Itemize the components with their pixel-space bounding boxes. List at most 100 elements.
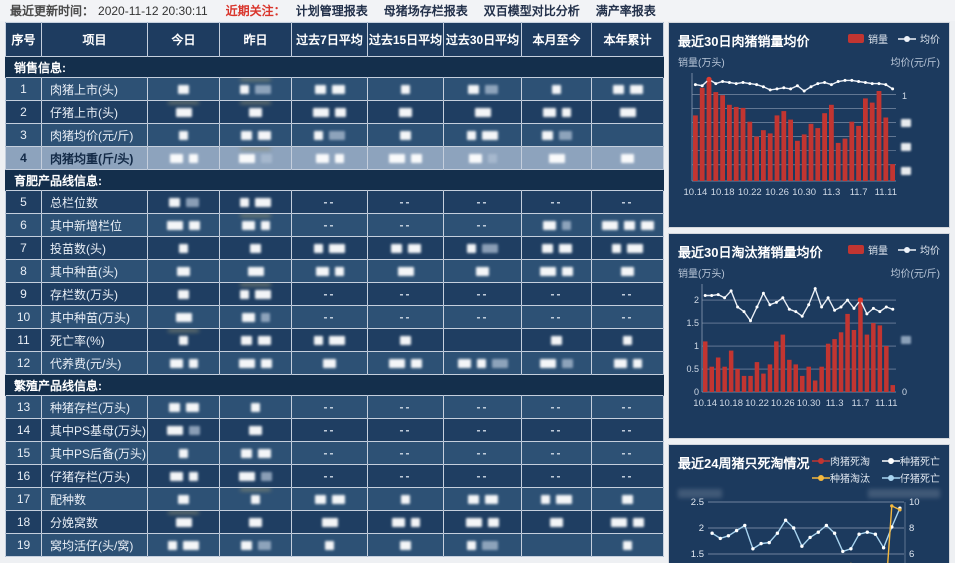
row-value-cell: [291, 533, 368, 557]
redacted-value: [185, 403, 199, 413]
table-row-1[interactable]: 1 肉猪上市(头): [5, 77, 664, 101]
legend-item-种猪死亡[interactable]: 种猪死亡: [882, 453, 940, 468]
no-data-dash: --: [476, 287, 489, 301]
row-value-cell: [147, 328, 220, 352]
report-link-2[interactable]: 双百模型对比分析: [483, 4, 580, 18]
row-value-cell: [521, 351, 592, 375]
row-value-cell: [291, 146, 368, 170]
no-data-dash: --: [399, 218, 412, 232]
chart-title: 最近24周猪只死淘情况: [678, 456, 810, 471]
row-value-cell: [591, 328, 664, 352]
row-value-cell: [443, 236, 522, 260]
metrics-table: 序号 项目 今日 昨日 过去7日平均 过去15日平均 过去30日平均 本月至今 本年累计 销售信息…: [5, 22, 664, 557]
row-value-cell: [147, 100, 220, 124]
redacted-value: [255, 198, 271, 208]
svg-text:1: 1: [902, 91, 907, 101]
redacted-value: [482, 131, 498, 141]
redacted-value: [612, 244, 621, 254]
table-row-15[interactable]: 15 其中PS后备(万头) -- -- -- -- --: [5, 441, 664, 465]
report-link-3[interactable]: 满产率报表: [595, 4, 656, 18]
redacted-value: [261, 359, 272, 369]
no-data-dash: --: [399, 423, 412, 437]
table-row-5[interactable]: 5 总栏位数 -- -- -- -- --: [5, 190, 664, 214]
redacted-value: [487, 154, 497, 164]
row-value-cell: [591, 100, 664, 124]
row-value-cell: --: [367, 213, 444, 237]
redacted-value: [240, 85, 249, 95]
table-row-11[interactable]: 11 死亡率(%): [5, 328, 664, 352]
table-row-19[interactable]: 19 窝均活仔(头/窝): [5, 533, 664, 557]
legend-item-销量[interactable]: 销量: [848, 31, 888, 46]
svg-text:10.26: 10.26: [765, 187, 789, 198]
row-number: 18: [5, 510, 42, 534]
death-cull-chart-card: 最近24周猪只死淘情况 肉猪死淘 种猪死亡 种猪淘汰 仔猪死亡 2.5 2 1.5 1…: [668, 444, 950, 563]
redacted-value: [240, 198, 249, 208]
redacted-value: [331, 85, 345, 95]
table-row-6[interactable]: 6 其中新增栏位 -- -- --: [5, 213, 664, 237]
row-number: 17: [5, 487, 42, 511]
redacted-value: [167, 426, 183, 436]
redacted-value: [467, 131, 476, 141]
redacted-value: [484, 85, 498, 95]
legend-label: 均价: [920, 246, 940, 257]
row-value-cell: --: [291, 464, 368, 488]
row-value-cell: --: [443, 418, 522, 442]
table-row-3[interactable]: 3 肉猪均价(元/斤): [5, 123, 664, 147]
row-value-cell: [147, 395, 220, 419]
svg-text:11.11: 11.11: [875, 398, 897, 409]
redacted-value: [178, 495, 189, 505]
column-header-0: 序号: [5, 22, 42, 57]
redacted-value: [401, 495, 410, 505]
redacted-value: [400, 541, 411, 551]
redacted-value: [178, 85, 189, 95]
legend-item-均价[interactable]: 均价: [898, 242, 940, 257]
update-time-label: 最近更新时间：: [10, 4, 95, 18]
cull-pig-sales-price-chart-card: 最近30日淘汰猪销量均价 销量 均价 销量(万头) 均价(元/斤) 2 1.5 1 0…: [668, 233, 950, 439]
table-row-16[interactable]: 16 仔猪存栏(万头) -- -- -- -- --: [5, 464, 664, 488]
legend-item-销量[interactable]: 销量: [848, 242, 888, 257]
no-data-dash: --: [550, 310, 563, 324]
legend-item-仔猪死亡[interactable]: 仔猪死亡: [882, 470, 940, 485]
report-link-1[interactable]: 母猪场存栏报表: [383, 4, 468, 18]
table-row-17[interactable]: 17 配种数: [5, 487, 664, 511]
row-value-cell: [443, 510, 522, 534]
redacted-value: [249, 108, 262, 118]
table-row-9[interactable]: 9 存栏数(万头) -- -- -- -- --: [5, 282, 664, 306]
redacted-value: [400, 336, 411, 346]
no-data-dash: --: [621, 287, 634, 301]
redacted-value: [329, 336, 345, 346]
row-value-cell: [147, 533, 220, 557]
no-data-dash: --: [621, 469, 634, 483]
table-row-4[interactable]: 4 肉猪均重(斤/头): [5, 146, 664, 170]
column-header-1: 项目: [41, 22, 148, 57]
table-row-18[interactable]: 18 分娩窝数: [5, 510, 664, 534]
table-row-14[interactable]: 14 其中PS基母(万头) -- -- -- -- --: [5, 418, 664, 442]
redacted-value: [168, 541, 177, 551]
legend-item-种猪淘汰[interactable]: 种猪淘汰: [812, 470, 870, 485]
row-value-cell: [219, 100, 292, 124]
redacted-value: [250, 244, 261, 254]
row-value-cell: [443, 77, 522, 101]
table-row-2[interactable]: 2 仔猪上市(头): [5, 100, 664, 124]
table-row-8[interactable]: 8 其中种苗(头): [5, 259, 664, 283]
table-row-12[interactable]: 12 代养费(元/头): [5, 351, 664, 375]
cull-sales-chart-svg[interactable]: 21.510.50 010.14 10.18 10.22 10.26 10.30 11.3 1…: [678, 280, 940, 420]
report-link-0[interactable]: 计划管理报表: [295, 4, 368, 18]
row-number: 16: [5, 464, 42, 488]
death-cull-chart-svg[interactable]: 2.5 2 1.5 10 8 6: [678, 497, 940, 563]
pig-sales-chart-svg[interactable]: 1 10.14 10.18 10.22 10.26 10.30 11.3 11.7 11.11: [678, 69, 940, 209]
row-value-cell: [147, 305, 220, 329]
legend-item-均价[interactable]: 均价: [898, 31, 940, 46]
row-item-name: 其中种苗(头): [41, 259, 148, 283]
legend-item-肉猪死淘[interactable]: 肉猪死淘: [812, 453, 870, 468]
redacted-value: [400, 131, 411, 141]
redacted-value: [623, 221, 635, 231]
redacted-value: [189, 426, 200, 436]
row-item-name: 总栏位数: [41, 190, 148, 214]
table-row-10[interactable]: 10 其中种苗(万头) -- -- -- -- --: [5, 305, 664, 329]
table-row-7[interactable]: 7 投苗数(头): [5, 236, 664, 260]
table-row-13[interactable]: 13 种猪存栏(万头) -- -- -- -- --: [5, 395, 664, 419]
row-value-cell: [219, 305, 292, 329]
redacted-value: [188, 154, 198, 164]
redacted-value: [257, 449, 271, 459]
